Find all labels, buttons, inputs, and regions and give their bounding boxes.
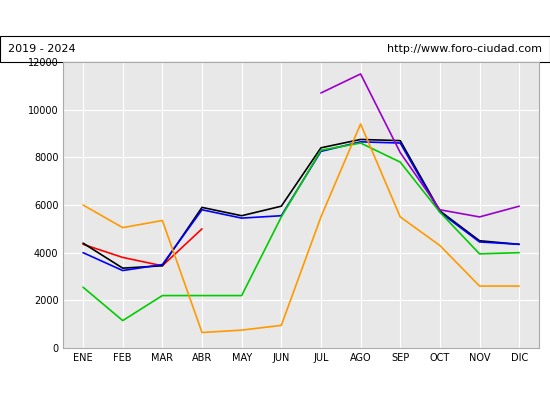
Text: http://www.foro-ciudad.com: http://www.foro-ciudad.com [387, 44, 542, 54]
Text: 2019 - 2024: 2019 - 2024 [8, 44, 76, 54]
Text: Evolucion Nº Turistas Nacionales en el municipio de Sant Joan d'Alacant: Evolucion Nº Turistas Nacionales en el m… [23, 12, 527, 24]
